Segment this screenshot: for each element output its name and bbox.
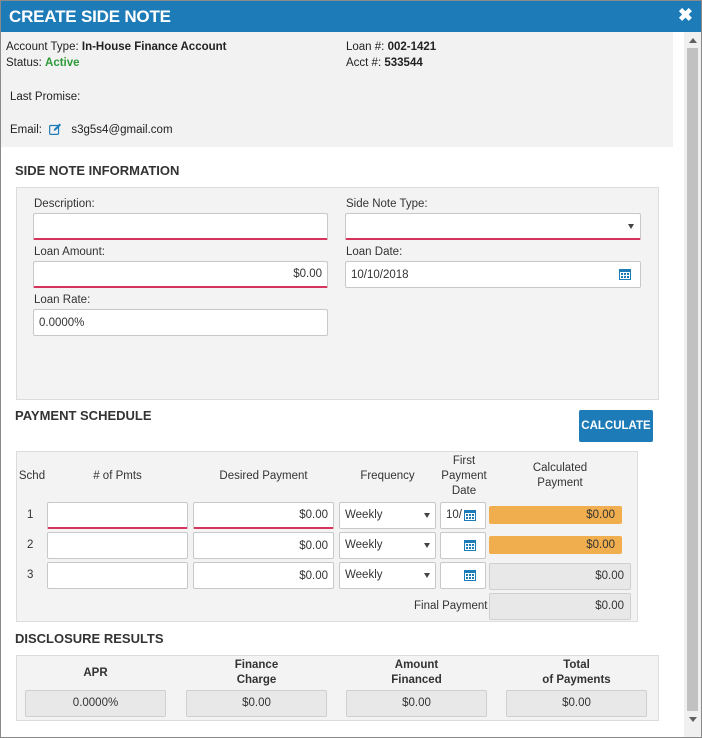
calendar-icon[interactable] <box>464 540 476 551</box>
amount-financed-label: Amount Financed <box>391 659 442 686</box>
calculated-payment-value: $0.00 <box>489 506 622 524</box>
calendar-icon[interactable] <box>464 510 476 521</box>
email-link[interactable]: s3g5s4@gmail.com <box>71 124 173 136</box>
total-payments-value: $0.00 <box>506 690 647 717</box>
desired-payment-input[interactable] <box>193 502 334 529</box>
calendar-icon[interactable] <box>619 269 631 280</box>
col-desired-payment: Desired Payment <box>219 470 308 482</box>
loan-rate-input[interactable] <box>33 309 328 336</box>
side-note-type-label: Side Note Type: <box>346 198 428 210</box>
scrollbar-thumb[interactable] <box>687 48 698 711</box>
disclosure-results-title: DISCLOSURE RESULTS <box>15 631 164 646</box>
account-status: Status: Active <box>6 57 80 69</box>
schedule-number: 2 <box>27 539 34 551</box>
total-payments-label: Total of Payments <box>542 659 611 686</box>
final-payment-value: $0.00 <box>489 593 631 620</box>
num-pmts-input[interactable] <box>47 502 188 529</box>
chevron-down-icon <box>628 224 634 229</box>
scroll-up-icon[interactable] <box>689 38 697 43</box>
desired-payment-input[interactable] <box>193 562 334 589</box>
chevron-down-icon <box>424 543 430 548</box>
apr-value: 0.0000% <box>25 690 166 717</box>
calendar-icon[interactable] <box>464 570 476 581</box>
last-promise: Last Promise: <box>10 91 81 103</box>
scroll-down-icon[interactable] <box>689 717 697 722</box>
account-summary: Account Type: In-House Finance Account S… <box>1 32 673 147</box>
side-note-type-select[interactable] <box>345 213 641 240</box>
frequency-select[interactable]: Weekly <box>339 562 436 589</box>
loan-date-label: Loan Date: <box>346 246 403 258</box>
loan-amount-label: Loan Amount: <box>34 246 105 258</box>
status-badge: Active <box>45 57 80 69</box>
calculate-button[interactable]: CALCULATE <box>579 410 653 442</box>
loan-date-input[interactable] <box>345 261 641 288</box>
calculated-payment-value: $0.00 <box>489 536 622 554</box>
side-note-info-title: SIDE NOTE INFORMATION <box>15 163 180 178</box>
frequency-select[interactable]: Weekly <box>339 502 436 529</box>
final-payment-label: Final Payment <box>414 600 488 612</box>
col-num-pmts: # of Pmts <box>93 470 142 482</box>
first-payment-date-input[interactable]: 10/ <box>440 502 486 529</box>
loan-number: Loan #: 002-1421 <box>346 41 437 53</box>
acct-number: Acct #: 533544 <box>346 57 423 69</box>
dialog-title-bar: CREATE SIDE NOTE ✖ <box>1 1 701 32</box>
payment-schedule-title: PAYMENT SCHEDULE <box>15 408 152 423</box>
chevron-down-icon <box>424 573 430 578</box>
dialog-title: CREATE SIDE NOTE <box>9 7 171 26</box>
first-payment-date-input[interactable] <box>440 562 486 589</box>
close-icon[interactable]: ✖ <box>677 5 693 25</box>
num-pmts-input[interactable] <box>47 532 188 559</box>
finance-charge-label: Finance Charge <box>234 659 279 686</box>
apr-label: APR <box>83 667 108 679</box>
schedule-number: 3 <box>27 569 34 581</box>
amount-financed-value: $0.00 <box>346 690 487 717</box>
desired-payment-input[interactable] <box>193 532 334 559</box>
schedule-number: 1 <box>27 509 34 521</box>
loan-amount-input[interactable] <box>33 261 328 288</box>
vertical-scrollbar[interactable] <box>684 32 701 737</box>
frequency-select[interactable]: Weekly <box>339 532 436 559</box>
col-schd: Schd <box>18 470 46 482</box>
first-payment-date-input[interactable] <box>440 532 486 559</box>
account-type: Account Type: In-House Finance Account <box>6 41 227 53</box>
num-pmts-input[interactable] <box>47 562 188 589</box>
description-input[interactable] <box>33 213 328 240</box>
finance-charge-value: $0.00 <box>186 690 327 717</box>
col-calculated-payment: Calculated Payment <box>532 462 588 489</box>
chevron-down-icon <box>424 513 430 518</box>
loan-rate-label: Loan Rate: <box>34 294 91 306</box>
email-row: Email: s3g5s4@gmail.com <box>10 123 173 136</box>
description-label: Description: <box>34 198 95 210</box>
col-first-payment-date: First Payment Date <box>441 455 487 497</box>
edit-email-icon[interactable] <box>49 123 62 135</box>
col-frequency: Frequency <box>360 470 415 482</box>
calculated-payment-value: $0.00 <box>489 563 631 590</box>
